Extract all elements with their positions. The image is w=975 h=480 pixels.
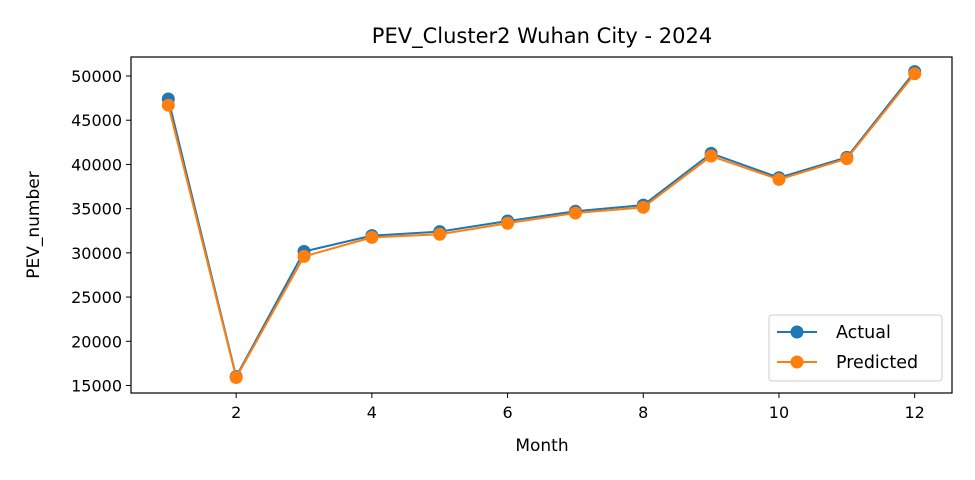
y-tick-label: 45000: [71, 111, 122, 130]
data-point-predicted: [908, 67, 922, 81]
x-tick-label: 6: [502, 403, 512, 422]
data-point-predicted: [704, 149, 718, 163]
plot-frame: [130, 56, 953, 394]
x-tick-label: 4: [367, 403, 377, 422]
x-tick-label: 10: [769, 403, 789, 422]
legend: Actual Predicted: [768, 314, 943, 382]
x-tick-label: 12: [905, 403, 925, 422]
y-axis-label: PEV_number: [24, 171, 44, 278]
y-tick-label: 40000: [71, 155, 122, 174]
data-point-predicted: [433, 227, 447, 241]
legend-label-actual: Actual: [836, 323, 891, 343]
series-line-actual: [167, 70, 916, 378]
series-layer: [161, 65, 922, 385]
data-point-predicted: [161, 98, 175, 112]
legend-label-predicted: Predicted: [836, 353, 918, 373]
data-point-predicted: [772, 172, 786, 186]
x-tick-label: 8: [638, 403, 648, 422]
data-point-predicted: [297, 249, 311, 263]
y-tick-label: 50000: [71, 67, 122, 86]
data-point-predicted: [840, 152, 854, 166]
x-tick-label: 2: [231, 403, 241, 422]
y-tick-label: 30000: [71, 244, 122, 263]
y-tick-label: 15000: [71, 376, 122, 395]
y-tick-label: 35000: [71, 200, 122, 219]
legend-marker-actual: [790, 325, 804, 339]
y-tick-label: 25000: [71, 288, 122, 307]
series-predicted: [161, 67, 922, 385]
y-tick-label: 20000: [71, 332, 122, 351]
data-point-predicted: [501, 216, 515, 230]
data-point-predicted: [365, 230, 379, 244]
chart-title: PEV_Cluster2 Wuhan City - 2024: [372, 24, 712, 49]
y-axis-ticks: 15000 20000 25000 30000 35000 40000 45000 50000: [71, 67, 131, 395]
x-axis-label: Month: [515, 436, 568, 456]
data-point-predicted: [229, 371, 243, 385]
series-line-predicted: [167, 73, 916, 379]
data-point-predicted: [636, 200, 650, 214]
legend-marker-predicted: [790, 355, 804, 369]
data-point-predicted: [568, 206, 582, 220]
x-axis-ticks: 2 4 6 8 10 12: [231, 393, 925, 422]
